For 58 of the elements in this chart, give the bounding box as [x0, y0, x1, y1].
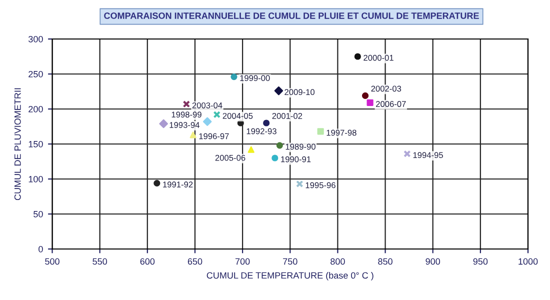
series-label: 2002-03 [371, 86, 402, 92]
x-axis-title: CUMUL DE TEMPERATURE (base 0° C ) [206, 272, 374, 280]
x-tick-label: 550 [92, 258, 108, 265]
point [248, 146, 254, 153]
point [354, 53, 361, 60]
x-tick-label: 1000 [518, 258, 538, 265]
series-label: 1995-96 [306, 182, 336, 188]
series-label: 1990-91 [281, 156, 311, 162]
x-tick-label: 700 [235, 258, 250, 265]
point [190, 132, 196, 138]
y-tick-label: 0 [38, 246, 43, 252]
series-label: 2001-02 [272, 113, 302, 119]
series-label: 2003-04 [192, 102, 222, 108]
x-tick-label: 600 [140, 258, 155, 265]
series-label: 1997-98 [326, 130, 356, 136]
series-label: 1998-99 [172, 112, 202, 118]
x-tick-label: 800 [330, 258, 345, 265]
series-label: 2006-07 [376, 101, 406, 107]
series-label: 1999-00 [240, 75, 270, 82]
y-tick-label: 300 [28, 36, 43, 42]
y-tick-label: 200 [28, 106, 43, 112]
series-label: 1996-97 [199, 133, 229, 140]
point [213, 110, 221, 118]
series-label: 1992-93 [246, 128, 276, 134]
y-tick-label: 50 [34, 210, 43, 218]
x-tick-label: 750 [283, 258, 298, 265]
point [274, 86, 284, 96]
series-label: 2005-06 [215, 154, 246, 161]
point [159, 119, 168, 128]
series-label: 1989-90 [286, 144, 316, 150]
x-tick-label: 850 [378, 258, 392, 265]
point [296, 180, 304, 188]
x-tick-label: 650 [188, 258, 202, 265]
point [272, 154, 278, 162]
point [154, 180, 160, 186]
y-tick-label: 100 [28, 176, 43, 182]
point [404, 150, 411, 158]
point [366, 99, 374, 106]
point [362, 92, 369, 99]
series-label: 2009-10 [284, 89, 315, 96]
series-label: 1991-92 [163, 182, 193, 188]
series-label: 2000-01 [364, 54, 394, 61]
chart-title: COMPARAISON INTERANNUELLE DE CUMUL DE PLUIE ET CUMUL DE TEMPERATURE [104, 12, 479, 19]
x-tick-label: 950 [473, 258, 488, 265]
series-label: 1994-95 [413, 152, 443, 158]
y-axis-title: CUMUL DE PLUVIOMETRII [14, 88, 21, 200]
point [182, 100, 190, 108]
point [230, 74, 238, 80]
series-label: 1993-94 [170, 122, 200, 128]
x-tick-label: 900 [426, 258, 440, 265]
point [202, 117, 212, 126]
y-tick-label: 150 [28, 140, 43, 148]
point [317, 128, 324, 135]
series-label: 2004-05 [222, 112, 253, 119]
point [263, 120, 270, 126]
x-tick-label: 500 [45, 258, 60, 265]
y-tick-label: 250 [28, 70, 43, 78]
point [276, 142, 283, 149]
